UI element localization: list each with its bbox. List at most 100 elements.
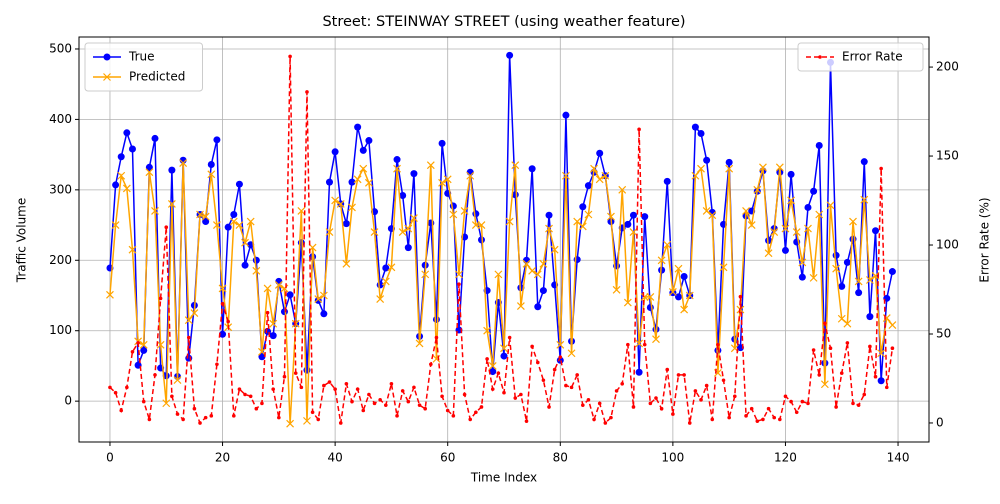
series: [108, 54, 895, 425]
y2-tick-label: 50: [936, 326, 951, 340]
x-tick-label: 40: [327, 451, 342, 465]
point: [151, 207, 159, 215]
point: [761, 417, 765, 422]
point: [687, 421, 692, 425]
point: [303, 416, 311, 425]
point: [404, 244, 412, 252]
point: [674, 264, 683, 273]
point: [826, 201, 835, 210]
point: [742, 207, 750, 215]
point: [119, 408, 124, 413]
point: [558, 355, 563, 359]
point: [657, 256, 666, 265]
point: [787, 170, 795, 178]
point: [365, 137, 373, 145]
point: [426, 161, 435, 170]
point: [170, 394, 174, 399]
point: [474, 410, 478, 415]
point: [738, 294, 743, 299]
point: [381, 277, 390, 286]
point: [624, 220, 632, 228]
x-tick-label: 80: [553, 451, 568, 465]
point: [697, 164, 705, 173]
y2-tick-label: 100: [936, 238, 959, 252]
point: [755, 419, 760, 423]
point: [764, 249, 773, 258]
point: [122, 184, 131, 193]
point: [393, 164, 401, 173]
point: [691, 171, 700, 180]
point: [277, 415, 281, 420]
point: [868, 344, 872, 349]
point: [423, 406, 427, 411]
point: [158, 296, 163, 301]
point: [393, 156, 401, 164]
point: [162, 399, 171, 408]
point: [691, 123, 699, 131]
point: [485, 357, 489, 361]
point: [511, 161, 520, 170]
point: [533, 270, 542, 279]
point: [305, 90, 309, 94]
point: [770, 228, 779, 237]
point: [787, 196, 796, 205]
point: [759, 163, 767, 172]
point: [440, 394, 444, 399]
point: [451, 414, 456, 418]
point: [524, 419, 529, 423]
point: [417, 403, 422, 407]
point: [472, 210, 480, 218]
point: [866, 313, 874, 321]
point: [680, 305, 689, 314]
x-tick-label: 100: [661, 451, 684, 465]
point: [601, 171, 610, 180]
y-tick-label: 100: [49, 323, 72, 337]
point: [676, 373, 681, 377]
point: [445, 408, 450, 413]
point: [519, 392, 523, 397]
point: [219, 330, 227, 338]
point: [117, 153, 125, 161]
point: [766, 406, 771, 411]
point: [865, 276, 874, 284]
point: [113, 390, 118, 395]
point: [496, 371, 501, 375]
point: [466, 171, 475, 180]
point: [168, 166, 176, 174]
point: [823, 321, 827, 326]
point: [128, 145, 136, 153]
point: [112, 181, 120, 189]
point: [747, 221, 756, 229]
point: [806, 401, 810, 406]
point: [145, 163, 153, 171]
x-tick-label: 20: [215, 451, 230, 465]
point: [794, 410, 799, 415]
point: [404, 224, 413, 233]
point: [652, 335, 660, 344]
point: [556, 356, 564, 364]
point: [792, 228, 801, 237]
point: [406, 399, 411, 404]
point: [530, 344, 534, 349]
point: [590, 164, 598, 173]
point: [147, 417, 152, 422]
point: [635, 339, 644, 348]
point: [539, 259, 548, 268]
point: [547, 405, 551, 409]
legend-label: Predicted: [129, 70, 185, 84]
point: [186, 335, 191, 340]
point: [612, 285, 621, 294]
point: [421, 270, 430, 279]
point: [596, 149, 604, 157]
point: [513, 396, 518, 400]
point: [460, 207, 469, 215]
point: [744, 414, 748, 418]
point: [243, 392, 247, 397]
point: [725, 158, 733, 166]
y2-tick-label: 0: [936, 415, 944, 429]
series: [106, 159, 897, 428]
point: [839, 371, 844, 375]
point: [468, 417, 473, 422]
point: [860, 195, 869, 204]
point: [854, 277, 863, 286]
